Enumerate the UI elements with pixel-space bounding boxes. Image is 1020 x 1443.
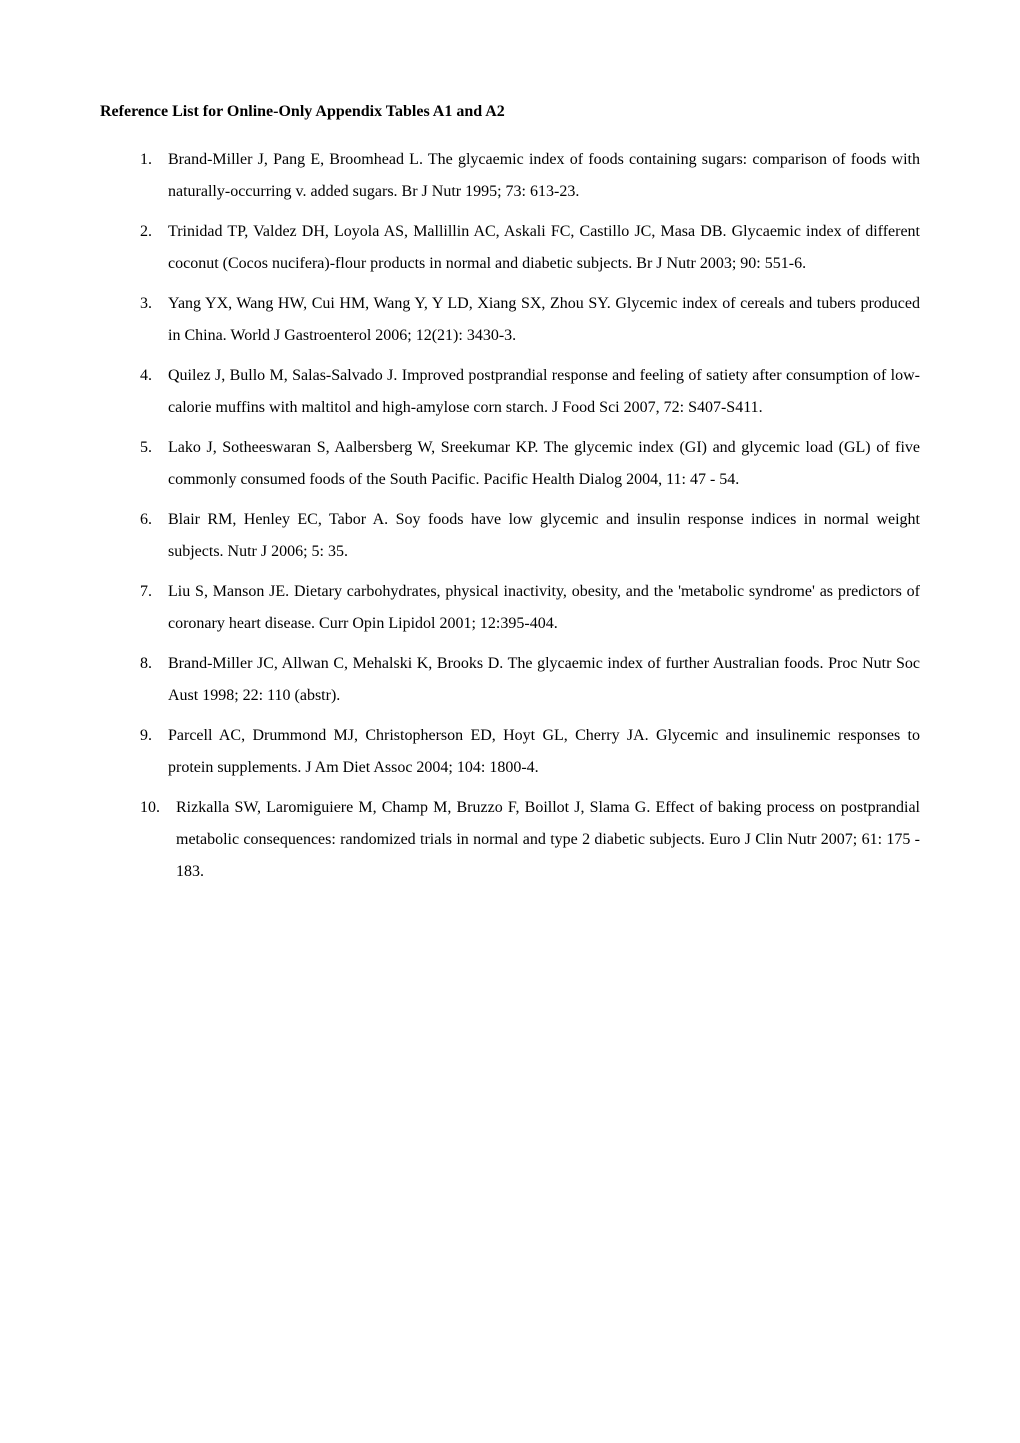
- reference-number: 9.: [140, 720, 152, 752]
- reference-item: 7. Liu S, Manson JE. Dietary carbohydrat…: [140, 576, 920, 640]
- reference-text: Trinidad TP, Valdez DH, Loyola AS, Malli…: [168, 223, 920, 272]
- reference-text: Lako J, Sotheeswaran S, Aalbersberg W, S…: [168, 439, 920, 488]
- reference-number: 3.: [140, 288, 152, 320]
- reference-item: 4. Quilez J, Bullo M, Salas-Salvado J. I…: [140, 360, 920, 424]
- reference-number: 6.: [140, 504, 152, 536]
- reference-item: 2. Trinidad TP, Valdez DH, Loyola AS, Ma…: [140, 216, 920, 280]
- reference-number: 10.: [140, 792, 160, 824]
- reference-number: 1.: [140, 144, 152, 176]
- reference-text: Yang YX, Wang HW, Cui HM, Wang Y, Y LD, …: [168, 295, 920, 344]
- reference-item: 9. Parcell AC, Drummond MJ, Christophers…: [140, 720, 920, 784]
- reference-item: 1. Brand-Miller J, Pang E, Broomhead L. …: [140, 144, 920, 208]
- reference-item: 8. Brand-Miller JC, Allwan C, Mehalski K…: [140, 648, 920, 712]
- reference-text: Rizkalla SW, Laromiguiere M, Champ M, Br…: [176, 799, 920, 880]
- reference-item: 5. Lako J, Sotheeswaran S, Aalbersberg W…: [140, 432, 920, 496]
- reference-text: Parcell AC, Drummond MJ, Christopherson …: [168, 727, 920, 776]
- reference-text: Quilez J, Bullo M, Salas-Salvado J. Impr…: [168, 367, 920, 416]
- reference-text: Liu S, Manson JE. Dietary carbohydrates,…: [168, 583, 920, 632]
- reference-number: 2.: [140, 216, 152, 248]
- reference-text: Brand-Miller JC, Allwan C, Mehalski K, B…: [168, 655, 920, 704]
- reference-list-heading: Reference List for Online-Only Appendix …: [100, 96, 920, 128]
- reference-item: 10. Rizkalla SW, Laromiguiere M, Champ M…: [140, 792, 920, 888]
- reference-list: 1. Brand-Miller J, Pang E, Broomhead L. …: [100, 144, 920, 888]
- reference-number: 8.: [140, 648, 152, 680]
- reference-text: Blair RM, Henley EC, Tabor A. Soy foods …: [168, 511, 920, 560]
- reference-number: 4.: [140, 360, 152, 392]
- reference-item: 6. Blair RM, Henley EC, Tabor A. Soy foo…: [140, 504, 920, 568]
- reference-item: 3. Yang YX, Wang HW, Cui HM, Wang Y, Y L…: [140, 288, 920, 352]
- reference-number: 7.: [140, 576, 152, 608]
- reference-text: Brand-Miller J, Pang E, Broomhead L. The…: [168, 151, 920, 200]
- reference-number: 5.: [140, 432, 152, 464]
